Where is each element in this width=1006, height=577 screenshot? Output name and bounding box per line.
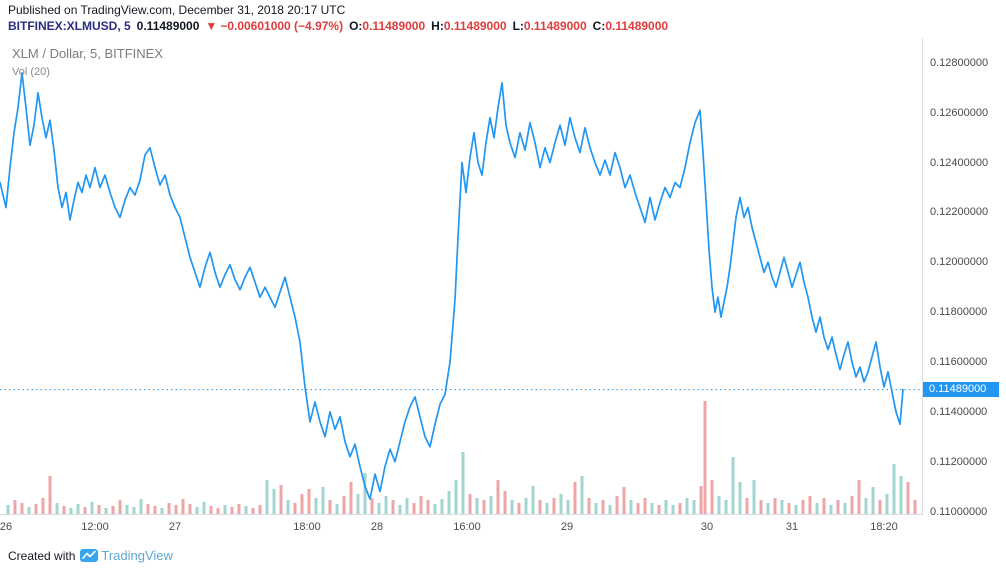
price-chart-canvas[interactable] (0, 38, 923, 515)
price-axis-label: 0.11200000 (930, 456, 988, 468)
price-axis-label: 0.11400000 (930, 406, 988, 418)
time-axis-label: 31 (785, 521, 799, 533)
header-last-price: 0.11489000 (136, 19, 200, 33)
time-axis-label: 28 (370, 521, 384, 533)
open-label: O: (349, 19, 363, 33)
ohlc-close: C: 0.11489000 (593, 19, 668, 33)
ohlc-open: O: 0.11489000 (349, 19, 425, 33)
time-axis[interactable]: 26 12:00 27 18:00 28 16:00 29 30 31 18:20 (0, 515, 922, 541)
price-axis-label: 0.11800000 (930, 306, 988, 318)
chart-area: XLM / Dollar, 5, BITFINEX Vol (20) 0.128… (0, 38, 1006, 540)
time-axis-label: 18:20 (870, 521, 898, 533)
price-axis-label: 0.12200000 (930, 206, 989, 218)
symbol-name[interactable]: BITFINEX:XLMUSD, 5 (8, 19, 131, 33)
published-meta: Published on TradingView.com, December 3… (8, 3, 346, 17)
price-axis-label: 0.11600000 (930, 356, 988, 368)
ohlc-high: H: 0.11489000 (431, 19, 506, 33)
price-axis-label: 0.12400000 (930, 157, 989, 169)
ohlc-low: L: 0.11489000 (513, 19, 587, 33)
last-price-badge: 0.11489000 (923, 382, 999, 397)
time-axis-label: 26 (0, 521, 13, 533)
time-axis-label: 27 (168, 521, 182, 533)
price-axis[interactable]: 0.12800000 0.12600000 0.12400000 0.12200000… (923, 38, 1006, 518)
tradingview-brand-text: TradingView (101, 548, 173, 563)
price-axis-label: 0.12800000 (930, 57, 989, 69)
price-axis-label: 0.11000000 (930, 506, 988, 518)
time-axis-label: 12:00 (81, 521, 109, 533)
high-value: 0.11489000 (443, 19, 507, 33)
low-label: L: (512, 19, 524, 33)
price-axis-label: 0.12600000 (930, 107, 989, 119)
time-axis-label: 29 (560, 521, 574, 533)
open-value: 0.11489000 (362, 19, 426, 33)
symbol-header: BITFINEX:XLMUSD, 5 0.11489000 ▼ −0.00601… (8, 19, 668, 33)
high-label: H: (431, 19, 444, 33)
price-change: ▼ −0.00601000 (−4.97%) (205, 19, 343, 33)
time-axis-label: 30 (700, 521, 714, 533)
price-line-chart (0, 72, 922, 514)
tradingview-logo-icon (80, 549, 99, 562)
time-axis-label: 18:00 (293, 521, 321, 533)
close-value: 0.11489000 (605, 19, 669, 33)
time-axis-label: 16:00 (453, 521, 481, 533)
created-with-label: Created with (8, 548, 76, 563)
price-axis-label: 0.12000000 (930, 256, 989, 268)
low-value: 0.11489000 (523, 19, 587, 33)
footer: Created with TradingView (8, 548, 173, 563)
tradingview-link[interactable]: TradingView (80, 548, 173, 563)
down-arrow-icon: ▼ (205, 19, 218, 33)
close-label: C: (592, 19, 606, 33)
change-value: −0.00601000 (−4.97%) (220, 19, 344, 33)
